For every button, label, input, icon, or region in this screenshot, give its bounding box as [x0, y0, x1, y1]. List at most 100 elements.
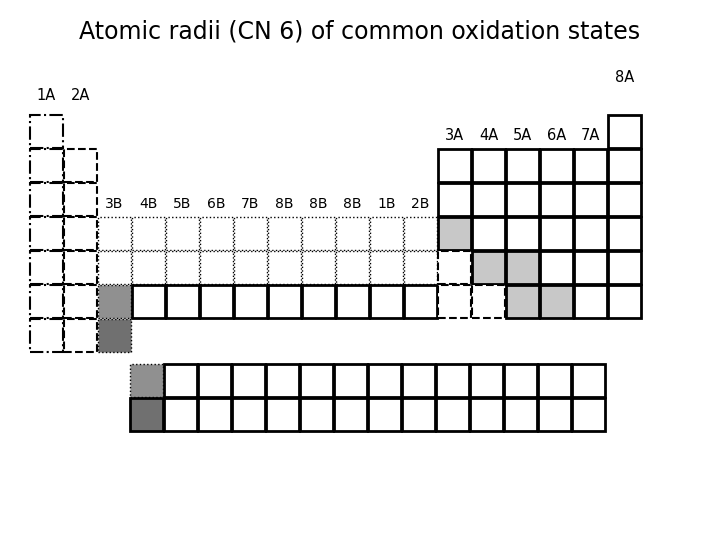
Bar — [30, 251, 63, 284]
Bar — [472, 183, 505, 216]
Bar — [268, 285, 301, 318]
Text: 8B: 8B — [275, 197, 294, 211]
Bar — [574, 285, 607, 318]
Bar — [506, 149, 539, 182]
Bar — [402, 398, 435, 431]
Text: 2A: 2A — [71, 88, 90, 103]
Bar — [132, 285, 165, 318]
Bar — [574, 183, 607, 216]
Text: 6B: 6B — [207, 197, 226, 211]
Bar — [64, 319, 97, 352]
Bar — [438, 251, 471, 284]
Bar — [30, 319, 63, 352]
Bar — [470, 398, 503, 431]
Bar — [302, 217, 335, 250]
Text: 4B: 4B — [139, 197, 158, 211]
Bar — [506, 251, 539, 284]
Text: 8B: 8B — [310, 197, 328, 211]
Text: 1B: 1B — [377, 197, 396, 211]
Bar — [368, 398, 401, 431]
Bar — [438, 149, 471, 182]
Bar — [234, 285, 267, 318]
Bar — [130, 364, 163, 397]
Bar — [30, 149, 63, 182]
Bar — [572, 398, 605, 431]
Bar — [268, 251, 301, 284]
Bar — [300, 398, 333, 431]
Bar — [608, 285, 641, 318]
Bar — [472, 251, 505, 284]
Bar — [302, 285, 335, 318]
Bar — [200, 251, 233, 284]
Bar — [234, 251, 267, 284]
Bar — [608, 183, 641, 216]
Bar — [64, 183, 97, 216]
Bar — [132, 251, 165, 284]
Bar — [608, 217, 641, 250]
Bar — [200, 285, 233, 318]
Bar — [98, 285, 131, 318]
Bar — [370, 217, 403, 250]
Bar — [334, 398, 367, 431]
Bar — [98, 217, 131, 250]
Bar — [302, 251, 335, 284]
Bar — [64, 285, 97, 318]
Bar — [198, 398, 231, 431]
Bar — [334, 364, 367, 397]
Bar — [336, 251, 369, 284]
Bar — [472, 285, 505, 318]
Bar — [164, 364, 197, 397]
Bar — [574, 149, 607, 182]
Bar — [436, 364, 469, 397]
Bar — [506, 183, 539, 216]
Text: 5B: 5B — [174, 197, 192, 211]
Bar — [198, 364, 231, 397]
Bar — [438, 285, 471, 318]
Bar — [64, 217, 97, 250]
Text: 8B: 8B — [343, 197, 361, 211]
Bar — [30, 115, 63, 148]
Bar — [404, 251, 437, 284]
Bar — [540, 217, 573, 250]
Bar — [574, 217, 607, 250]
Bar — [132, 217, 165, 250]
Bar — [30, 217, 63, 250]
Bar — [266, 398, 299, 431]
Bar — [470, 364, 503, 397]
Text: 5A: 5A — [513, 128, 532, 143]
Bar — [166, 217, 199, 250]
Bar — [504, 398, 537, 431]
Text: 3A: 3A — [445, 128, 464, 143]
Bar — [370, 285, 403, 318]
Text: 4A: 4A — [479, 128, 498, 143]
Text: 2B: 2B — [411, 197, 430, 211]
Bar — [540, 183, 573, 216]
Bar — [98, 319, 131, 352]
Bar — [538, 398, 571, 431]
Bar — [164, 398, 197, 431]
Bar — [370, 251, 403, 284]
Bar — [98, 251, 131, 284]
Bar — [166, 251, 199, 284]
Bar — [200, 217, 233, 250]
Bar — [268, 217, 301, 250]
Bar — [232, 364, 265, 397]
Bar — [300, 364, 333, 397]
Text: Atomic radii (CN 6) of common oxidation states: Atomic radii (CN 6) of common oxidation … — [79, 20, 641, 44]
Bar — [64, 251, 97, 284]
Bar — [30, 183, 63, 216]
Bar — [30, 285, 63, 318]
Bar — [166, 285, 199, 318]
Bar — [608, 251, 641, 284]
Bar — [506, 217, 539, 250]
Bar — [506, 285, 539, 318]
Text: 7A: 7A — [581, 128, 600, 143]
Bar — [438, 183, 471, 216]
Bar — [232, 398, 265, 431]
Text: 8A: 8A — [615, 70, 634, 85]
Bar — [472, 149, 505, 182]
Bar — [368, 364, 401, 397]
Text: 3B: 3B — [105, 197, 124, 211]
Bar — [336, 217, 369, 250]
Text: 1A: 1A — [37, 88, 56, 103]
